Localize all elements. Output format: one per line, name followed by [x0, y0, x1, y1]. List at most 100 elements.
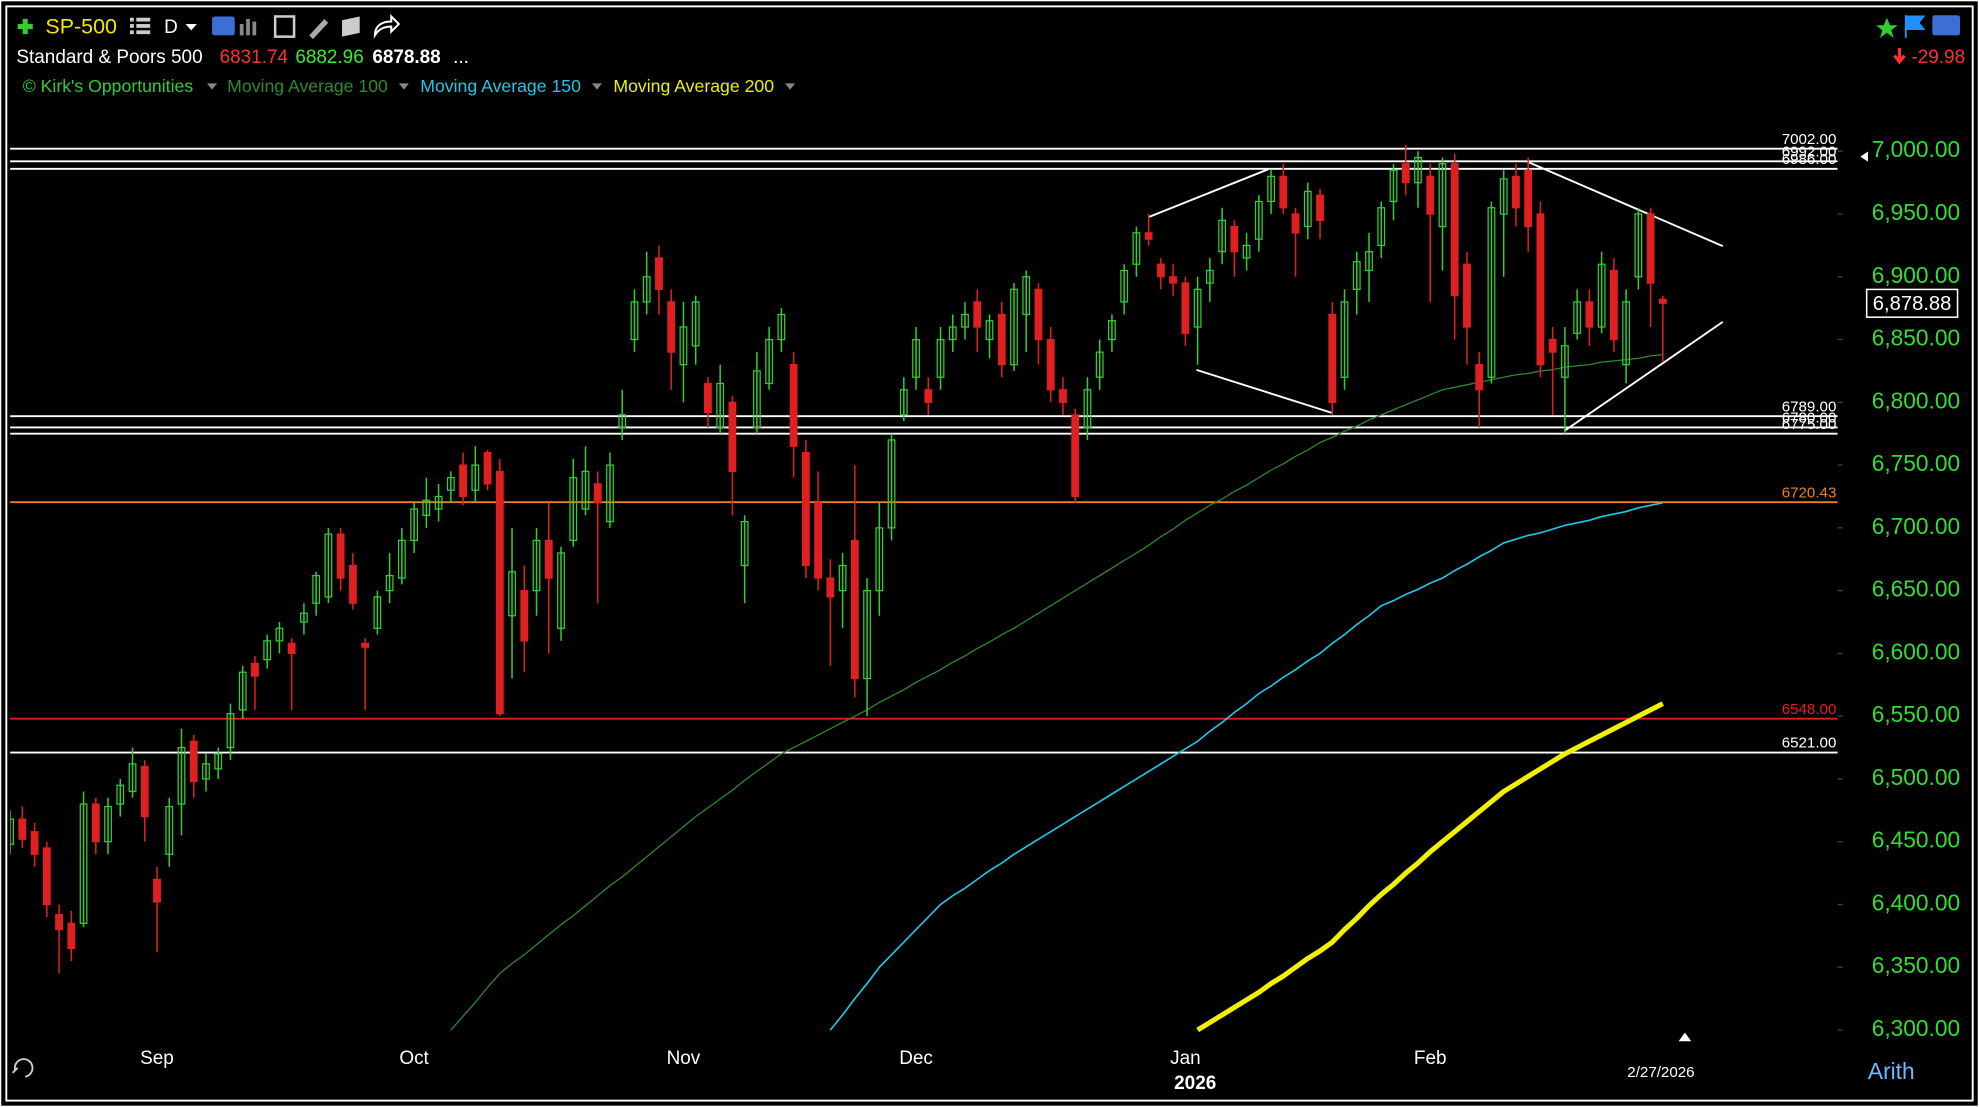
- y-tick-label: 6,600.00: [1872, 638, 1960, 664]
- candle-body: [789, 364, 798, 447]
- candle-body: [1401, 163, 1410, 184]
- candle-body: [1622, 301, 1631, 366]
- y-tick-label: 6,500.00: [1872, 764, 1960, 790]
- level-label: 6986.00: [1782, 151, 1837, 168]
- year-label: 2026: [1174, 1073, 1216, 1094]
- candle-body: [740, 520, 749, 567]
- tool-icon[interactable]: [212, 16, 235, 36]
- x-tick-label: Nov: [667, 1048, 701, 1069]
- flag-icon[interactable]: [1904, 15, 1926, 38]
- candle-body: [361, 642, 370, 648]
- candle-body: [312, 574, 321, 604]
- x-tick-label: Feb: [1414, 1048, 1447, 1069]
- star-icon[interactable]: [1876, 17, 1898, 38]
- candle-body: [606, 464, 614, 523]
- last-date: 2/27/2026: [1627, 1064, 1694, 1081]
- candle-body: [1083, 389, 1092, 429]
- candle-body: [630, 301, 639, 341]
- candle-body: [593, 483, 602, 504]
- candle-body: [1475, 364, 1484, 391]
- candle-body: [1181, 282, 1190, 334]
- candle-body: [936, 338, 945, 378]
- level-label: 7002.00: [1782, 131, 1837, 148]
- candle-body: [973, 301, 982, 328]
- period-dropdown[interactable]: [185, 24, 197, 31]
- level-label: 6992.00: [1782, 143, 1837, 160]
- candle-body: [397, 539, 406, 579]
- bars-icon[interactable]: [239, 18, 257, 36]
- legend-dropdown: [206, 83, 218, 90]
- candle-body: [1291, 213, 1300, 234]
- candle-body: [67, 922, 76, 950]
- y-tick-label: 6,900.00: [1872, 262, 1960, 288]
- candle-body: [1303, 190, 1312, 228]
- candle-body: [1328, 313, 1337, 403]
- quote-more[interactable]: ...: [453, 47, 469, 68]
- candle-body: [1524, 169, 1533, 228]
- candle-body: [18, 818, 27, 840]
- level-label: 6548.00: [1782, 701, 1837, 718]
- candle-body: [765, 338, 774, 385]
- candle-body: [226, 713, 235, 749]
- share-icon[interactable]: [373, 14, 401, 40]
- list-icon[interactable]: [129, 17, 151, 35]
- candle-body: [177, 746, 186, 805]
- candle-body: [1010, 288, 1018, 366]
- level-label: 6789.00: [1782, 398, 1837, 415]
- candle-body: [716, 382, 725, 429]
- moving-average: [450, 354, 1663, 1031]
- candle-body: [1499, 178, 1508, 215]
- candle-body: [863, 590, 871, 680]
- candle-body: [1022, 276, 1031, 316]
- candle-body: [581, 470, 590, 510]
- reset-icon[interactable]: [11, 1058, 34, 1078]
- candle-body: [912, 338, 920, 378]
- candle-body: [1658, 298, 1667, 304]
- candle-body: [287, 642, 296, 655]
- candle-body: [777, 313, 786, 341]
- candle-body: [1095, 351, 1104, 378]
- candle-body: [691, 301, 700, 347]
- candle-body: [1108, 320, 1116, 341]
- candle-body: [373, 596, 382, 629]
- plot-area: [10, 144, 1838, 1033]
- candle-body: [1512, 175, 1520, 209]
- pencil-icon[interactable]: [309, 18, 329, 40]
- add-icon[interactable]: [17, 18, 33, 35]
- candle-body: [30, 831, 39, 855]
- trend-lines[interactable]: [1148, 160, 1724, 432]
- candle-body: [1034, 288, 1043, 341]
- candle-body: [128, 763, 137, 793]
- change: -29.98: [1911, 47, 1965, 68]
- trend-line[interactable]: [1148, 168, 1269, 219]
- y-tick-label: 7,000.00: [1872, 136, 1960, 162]
- scale-mode[interactable]: Arith: [1868, 1058, 1915, 1084]
- symbol[interactable]: SP-500: [45, 15, 117, 39]
- y-tick-label: 6,850.00: [1872, 325, 1960, 351]
- candle-body: [1365, 251, 1373, 272]
- candle-body: [801, 451, 810, 567]
- y-tick-label: 6,550.00: [1872, 701, 1960, 727]
- candle-body: [1536, 213, 1545, 366]
- candle-body: [728, 401, 737, 473]
- candle-body: [1450, 163, 1459, 297]
- trend-line[interactable]: [1526, 160, 1724, 248]
- s-icon[interactable]: [1932, 15, 1961, 36]
- period[interactable]: D: [164, 17, 178, 38]
- legend-entry: Moving Average 100: [227, 76, 388, 96]
- candle-body: [1377, 207, 1386, 247]
- legend-study: © Kirk's Opportunities: [23, 76, 194, 96]
- candle-body: [838, 564, 847, 592]
- note-icon[interactable]: [342, 16, 360, 37]
- trend-line[interactable]: [1196, 368, 1332, 414]
- candle-body: [899, 389, 908, 416]
- candle-body: [1046, 338, 1055, 391]
- candle-body: [1560, 345, 1569, 378]
- trend-line[interactable]: [1564, 321, 1724, 432]
- candle-body: [520, 590, 529, 642]
- candle-body: [557, 552, 565, 629]
- candle-body: [1218, 219, 1227, 253]
- candle-body: [202, 763, 210, 780]
- calc-icon[interactable]: [273, 15, 296, 38]
- candle-body: [1414, 156, 1422, 184]
